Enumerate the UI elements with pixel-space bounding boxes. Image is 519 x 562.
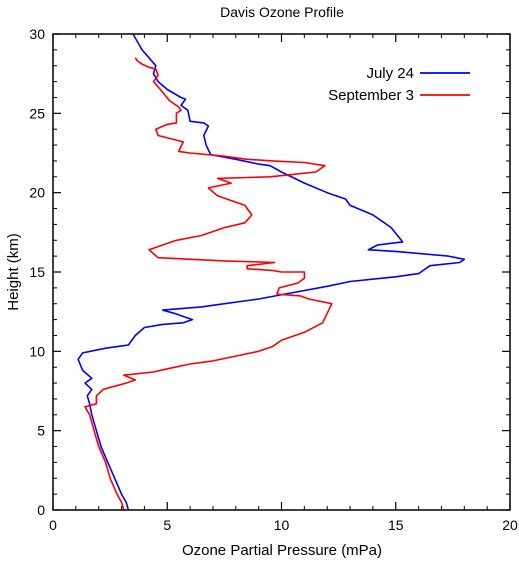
x-axis: 0 5 10 15 20	[49, 34, 518, 533]
series-line-1	[84, 57, 333, 511]
y-tick-label: 30	[29, 26, 45, 42]
series-line-0	[77, 33, 466, 511]
x-axis-label: Ozone Partial Pressure (mPa)	[182, 542, 382, 559]
y-tick-label: 10	[29, 343, 45, 359]
y-tick-label: 5	[37, 423, 45, 439]
x-tick-label: 15	[388, 517, 404, 533]
legend-label-1: September 3	[328, 87, 414, 104]
y-tick-label: 25	[29, 105, 45, 121]
x-tick-label: 20	[502, 517, 518, 533]
y-tick-label: 15	[29, 264, 45, 280]
chart-title: Davis Ozone Profile	[220, 4, 344, 20]
plot-lines	[77, 33, 466, 511]
y-tick-label: 0	[37, 502, 45, 518]
x-tick-label: 10	[274, 517, 290, 533]
y-axis: 0 5 10 15 20 25 30	[29, 26, 510, 518]
x-tick-label: 5	[163, 517, 171, 533]
legend-label-0: July 24	[366, 65, 414, 82]
x-tick-label: 0	[49, 517, 57, 533]
legend: July 24 September 3	[328, 65, 470, 104]
y-axis-label: Height (km)	[5, 233, 22, 311]
y-tick-label: 20	[29, 185, 45, 201]
